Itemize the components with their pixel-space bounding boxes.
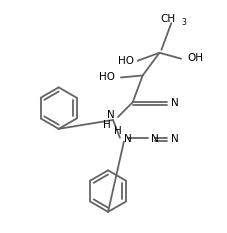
- Text: HO: HO: [117, 56, 133, 66]
- Text: N: N: [107, 110, 114, 120]
- Text: CH: CH: [159, 14, 175, 24]
- Text: N: N: [170, 98, 178, 108]
- Text: N: N: [123, 134, 131, 144]
- Text: 3: 3: [180, 18, 185, 27]
- Text: H: H: [114, 126, 121, 136]
- Text: N: N: [150, 134, 158, 144]
- Text: N: N: [170, 134, 178, 144]
- Text: H: H: [103, 120, 111, 130]
- Text: OH: OH: [186, 53, 202, 63]
- Text: HO: HO: [99, 72, 114, 82]
